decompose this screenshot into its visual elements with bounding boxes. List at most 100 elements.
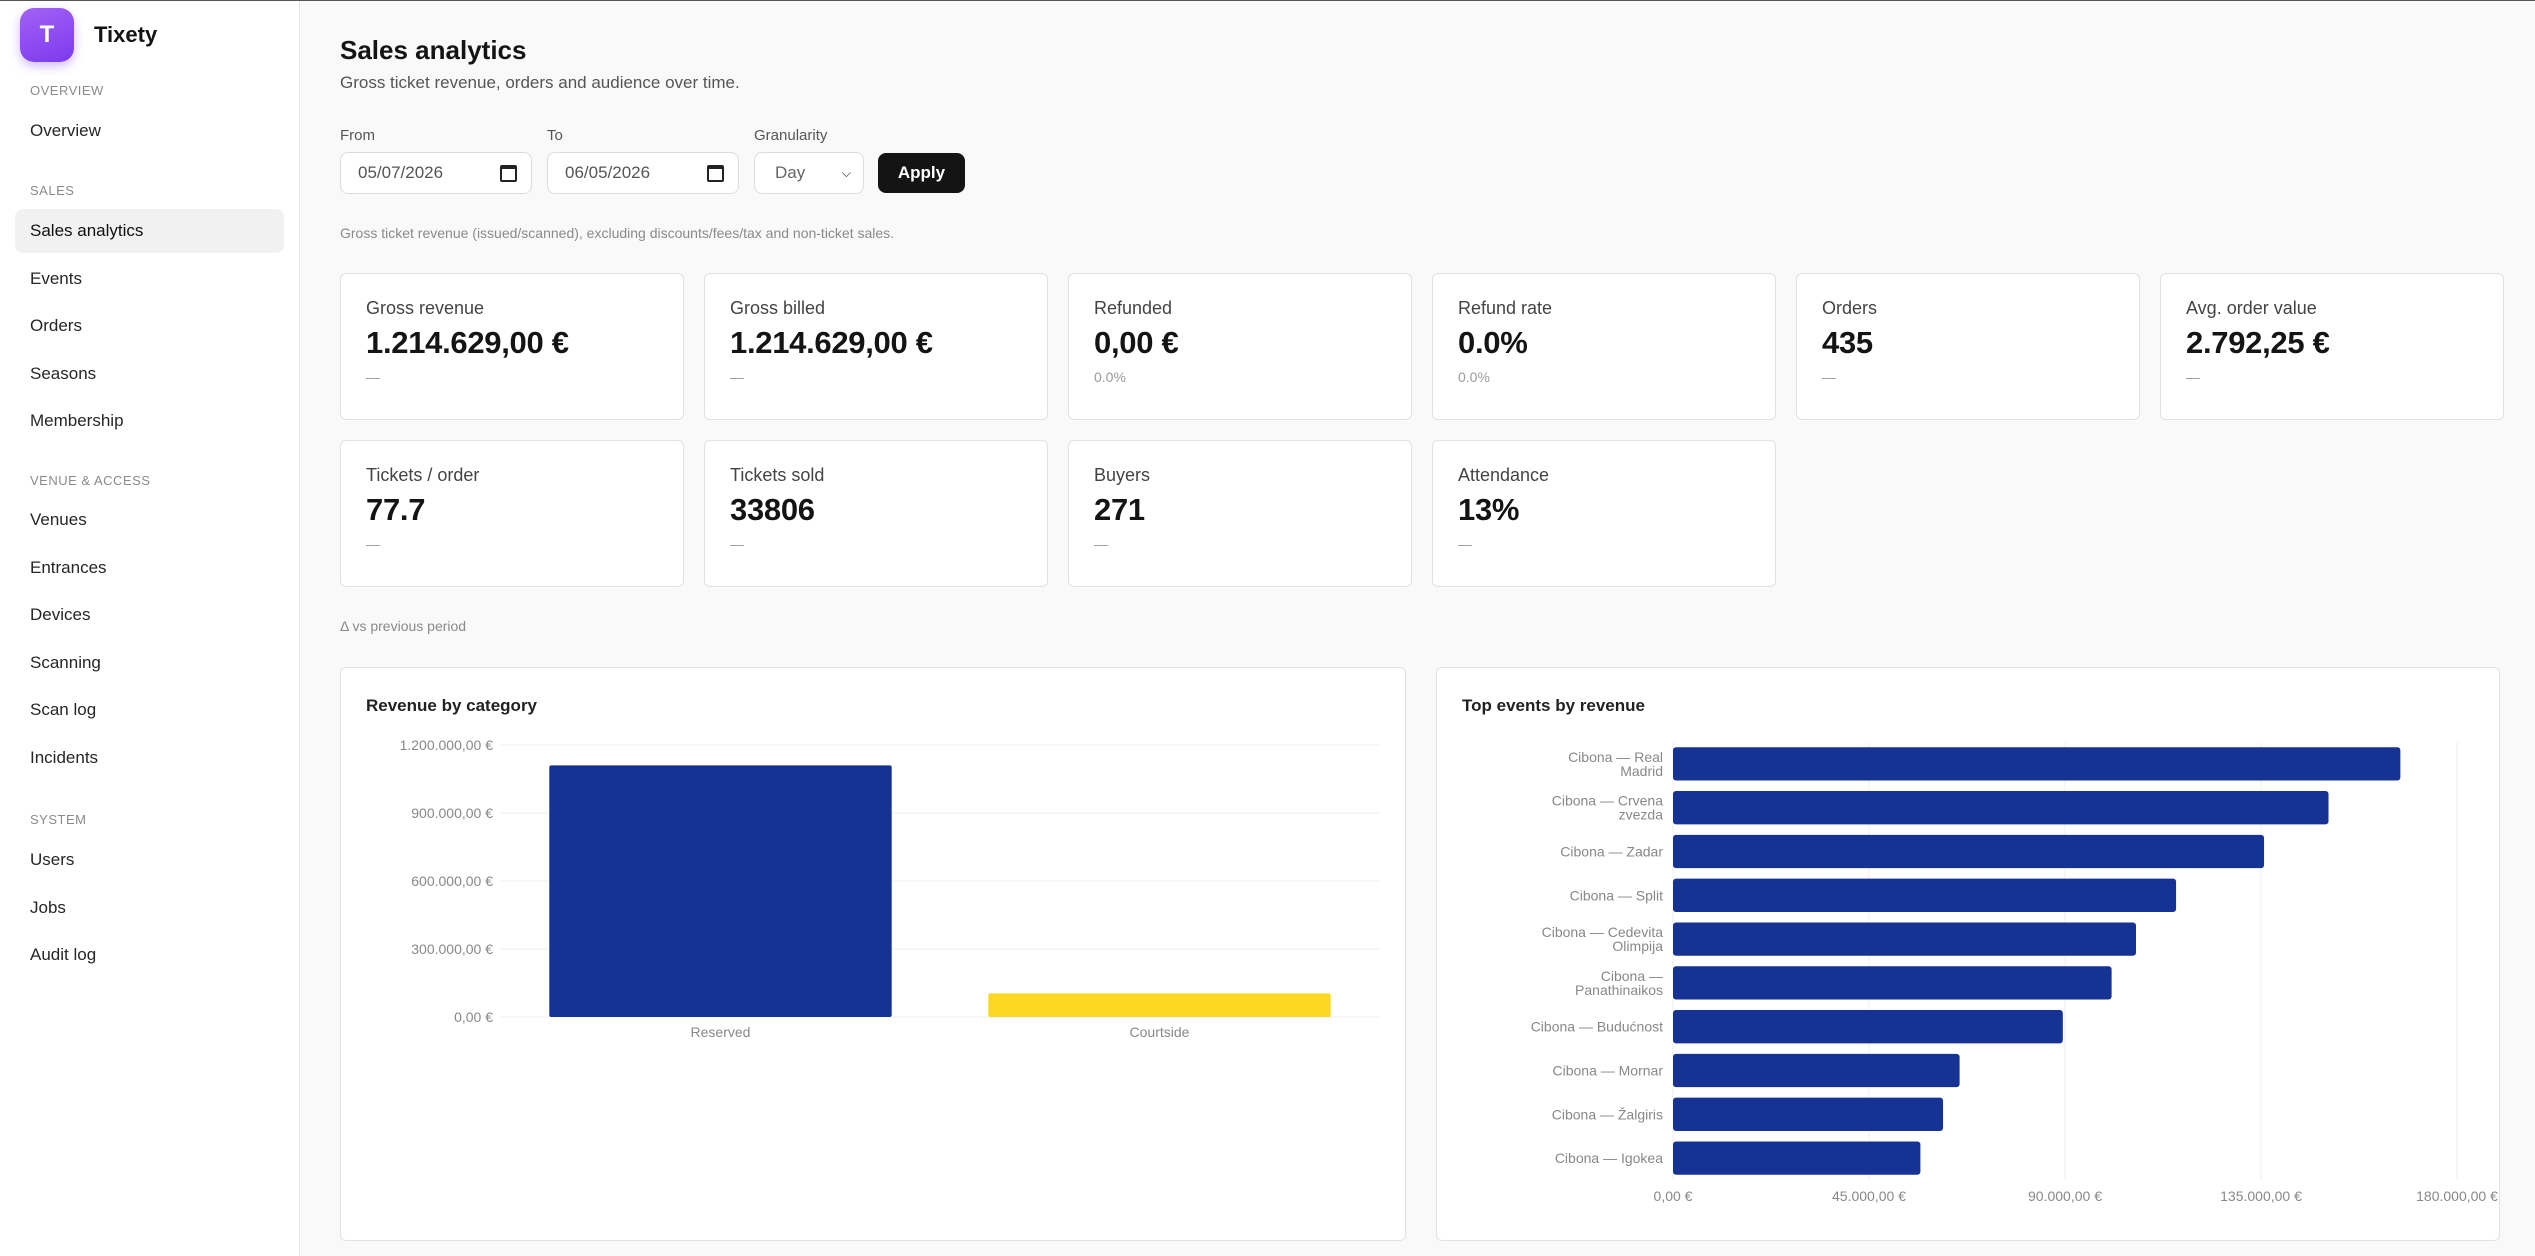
kpi-delta: — <box>366 536 380 552</box>
granularity-value: Day <box>775 163 806 182</box>
kpi-delta: — <box>730 536 744 552</box>
calendar-icon[interactable] <box>500 164 517 182</box>
y-tick-label: Cibona — Real Madrid <box>1568 749 1663 779</box>
kpi-card-refund-rate: Refund rate 0.0% 0.0% <box>1432 273 1776 420</box>
kpi-value: 0,00 € <box>1094 325 1179 360</box>
chart-title: Revenue by category <box>366 696 538 715</box>
to-date-input[interactable]: 06/05/2026 <box>547 152 739 194</box>
chevron-down-icon: ⌵ <box>841 165 851 180</box>
kpi-label: Attendance <box>1458 465 1550 485</box>
bar-event <box>1673 878 2177 912</box>
kpi-card-attendance: Attendance 13% — <box>1432 440 1776 587</box>
bar-event <box>1673 1097 1944 1131</box>
y-tick-label: 300.000,00 € <box>411 941 493 957</box>
kpi-label: Refunded <box>1094 298 1173 318</box>
kpi-value: 271 <box>1094 492 1145 527</box>
from-date-input[interactable]: 05/07/2026 <box>340 152 532 194</box>
kpi-delta: — <box>730 369 744 385</box>
x-tick-label: 180.000,00 € <box>2416 1188 2498 1204</box>
calendar-icon[interactable] <box>707 164 724 182</box>
sidebar-item-overview[interactable]: Overview <box>30 121 101 140</box>
kpi-delta: — <box>366 369 380 385</box>
from-date-value: 05/07/2026 <box>358 163 444 182</box>
sidebar-item-audit-log[interactable]: Audit log <box>30 945 97 964</box>
x-tick-label: Reserved <box>691 1024 751 1040</box>
kpi-delta: — <box>1822 369 1836 385</box>
brand[interactable]: T Tixety <box>20 8 157 62</box>
kpi-label: Tickets sold <box>730 465 825 485</box>
kpi-card-gross-billed: Gross billed 1.214.629,00 € — <box>704 273 1048 420</box>
sidebar-item-sales-analytics[interactable]: Sales analytics <box>15 209 284 253</box>
y-tick-label: Cibona — Mornar <box>1553 1063 1664 1079</box>
y-tick-label: Cibona — Igokea <box>1555 1150 1663 1166</box>
kpi-card-avg-order-value: Avg. order value 2.792,25 € — <box>2160 273 2504 420</box>
kpi-value: 13% <box>1458 492 1520 527</box>
to-date-value: 06/05/2026 <box>565 163 651 182</box>
y-tick-label: Cibona — Split <box>1570 887 1663 903</box>
kpi-label: Tickets / order <box>366 465 480 485</box>
sidebar-item-orders[interactable]: Orders <box>30 316 82 335</box>
kpi-value: 1.214.629,00 € <box>366 325 569 360</box>
y-tick-label: 0,00 € <box>454 1009 493 1025</box>
nav-section-title: SALES <box>30 183 75 198</box>
kpi-label: Gross revenue <box>366 298 485 318</box>
sidebar-item-users[interactable]: Users <box>30 850 75 869</box>
nav-section-title: SYSTEM <box>30 812 87 827</box>
kpi-value: 435 <box>1822 325 1873 360</box>
kpi-value: 77.7 <box>366 492 426 527</box>
bar-courtside <box>988 993 1331 1017</box>
x-tick-label: Courtside <box>1130 1024 1190 1040</box>
y-tick-label: 900.000,00 € <box>411 805 493 821</box>
chart-title: Top events by revenue <box>1462 696 1645 715</box>
sidebar-item-incidents[interactable]: Incidents <box>30 747 99 767</box>
page-title: Sales analytics <box>340 35 527 65</box>
kpi-delta: — <box>1458 536 1472 552</box>
y-tick-label: Cibona — Cedevita Olimpija <box>1542 924 1664 954</box>
kpi-card-tickets-sold: Tickets sold 33806 — <box>704 440 1048 587</box>
kpi-delta: — <box>1094 536 1108 552</box>
sidebar-item-seasons[interactable]: Seasons <box>30 363 97 383</box>
kpi-card-refunded: Refunded 0,00 € 0.0% <box>1068 273 1412 420</box>
kpi-value: 0.0% <box>1458 325 1528 360</box>
sidebar-item-events[interactable]: Events <box>30 268 82 288</box>
x-tick-label: 135.000,00 € <box>2220 1188 2302 1204</box>
apply-button[interactable]: Apply <box>878 153 965 193</box>
revenue-note: Gross ticket revenue (issued/scanned), e… <box>340 225 895 241</box>
sidebar-item-jobs[interactable]: Jobs <box>30 897 66 917</box>
x-tick-label: 0,00 € <box>1654 1188 1693 1204</box>
kpi-value: 1.214.629,00 € <box>730 325 933 360</box>
revenue-by-category-chart: 0,00 € 300.000,00 € 600.000,00 € 900.000,00… <box>400 737 1379 1040</box>
kpi-delta: 0.0% <box>1094 369 1126 385</box>
sidebar-item-devices[interactable]: Devices <box>30 605 91 624</box>
nav-section-title: VENUE & ACCESS <box>30 473 151 488</box>
sidebar-item-membership[interactable]: Membership <box>30 411 124 430</box>
kpi-label: Buyers <box>1094 465 1151 485</box>
kpi-card-orders: Orders 435 — <box>1796 273 2140 420</box>
revenue-by-category-panel: Revenue by category 0,00 € 300.000,00 € 60… <box>340 667 1406 1241</box>
sidebar-item-scanning[interactable]: Scanning <box>30 652 101 672</box>
delta-note: Δ vs previous period <box>340 618 467 634</box>
to-label: To <box>547 127 563 144</box>
kpi-delta: 0.0% <box>1458 369 1490 385</box>
x-tick-label: 45.000,00 € <box>1832 1188 1906 1204</box>
kpi-card-tickets-order: Tickets / order 77.7 — <box>340 440 684 587</box>
kpi-card-buyers: Buyers 271 — <box>1068 440 1412 587</box>
kpi-label: Orders <box>1822 298 1878 318</box>
nav-section-title: OVERVIEW <box>30 83 104 98</box>
sidebar-item-venues[interactable]: Venues <box>30 510 87 529</box>
kpi-delta: — <box>2186 369 2200 385</box>
granularity-label: Granularity <box>754 127 828 144</box>
y-tick-label: Cibona — Panathinaikos <box>1575 968 1663 998</box>
kpi-card-gross-revenue: Gross revenue 1.214.629,00 € — <box>340 273 684 420</box>
kpi-label: Refund rate <box>1458 298 1553 318</box>
bar-event <box>1673 922 2136 956</box>
granularity-select[interactable]: Day ⌵ <box>754 152 864 194</box>
bar-event <box>1673 1141 1921 1175</box>
sidebar-item-entrances[interactable]: Entrances <box>30 557 107 577</box>
kpi-value: 2.792,25 € <box>2186 325 2330 360</box>
page-subtitle: Gross ticket revenue, orders and audienc… <box>340 73 740 92</box>
y-tick-label: Cibona — Crvena zvezda <box>1552 793 1663 823</box>
bar-event <box>1673 1010 2063 1044</box>
kpi-value: 33806 <box>730 492 815 527</box>
sidebar-item-scan-log[interactable]: Scan log <box>30 700 97 719</box>
